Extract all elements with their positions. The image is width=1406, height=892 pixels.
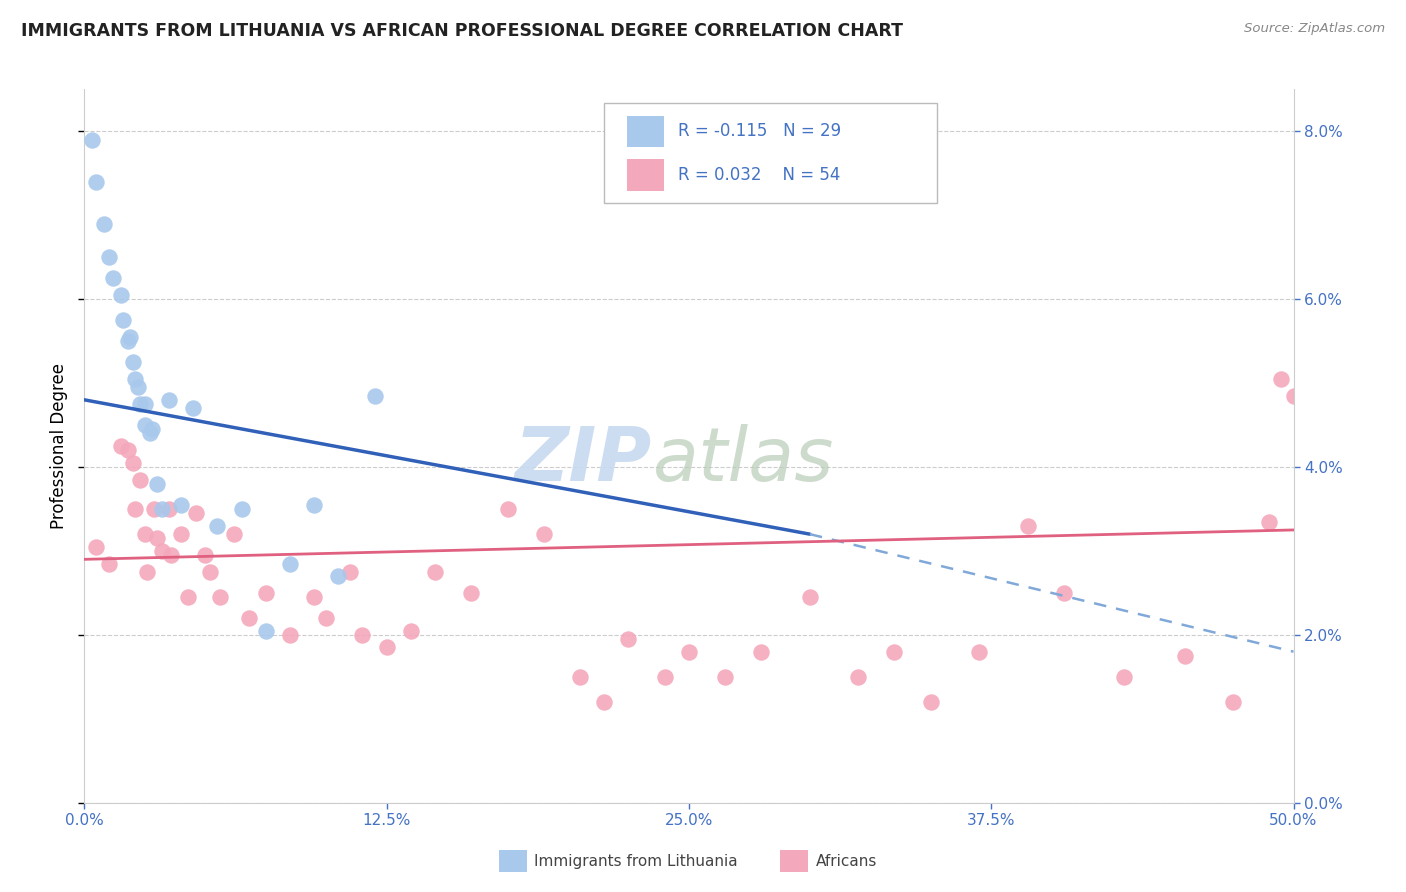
Point — [184, 506, 207, 520]
Point — [138, 426, 160, 441]
Point — [129, 397, 152, 411]
Text: IMMIGRANTS FROM LITHUANIA VS AFRICAN PROFESSIONAL DEGREE CORRELATION CHART: IMMIGRANTS FROM LITHUANIA VS AFRICAN PRO… — [21, 22, 903, 40]
Point — [1282, 389, 1305, 403]
Point — [134, 397, 156, 411]
Point — [194, 548, 217, 562]
Point — [254, 586, 277, 600]
Point — [352, 628, 374, 642]
Point — [117, 334, 139, 348]
Point — [224, 527, 246, 541]
Point — [799, 590, 821, 604]
Point — [678, 645, 700, 659]
Point — [124, 502, 146, 516]
Point — [278, 557, 301, 571]
Point — [496, 502, 519, 516]
Point — [617, 632, 640, 646]
Point — [121, 456, 143, 470]
Point — [170, 527, 193, 541]
Point — [207, 518, 229, 533]
Point — [198, 565, 221, 579]
Point — [1270, 372, 1292, 386]
Point — [127, 380, 149, 394]
Point — [339, 565, 361, 579]
Text: R = 0.032    N = 54: R = 0.032 N = 54 — [678, 166, 841, 184]
Point — [423, 565, 446, 579]
Point — [375, 640, 398, 655]
Point — [112, 313, 135, 327]
Point — [181, 401, 204, 416]
Point — [1174, 648, 1197, 663]
Point — [1053, 586, 1076, 600]
FancyBboxPatch shape — [605, 103, 936, 203]
Point — [254, 624, 277, 638]
Point — [569, 670, 592, 684]
Point — [146, 476, 169, 491]
Text: ZIP: ZIP — [516, 424, 652, 497]
Point — [110, 439, 132, 453]
Point — [124, 372, 146, 386]
Point — [315, 611, 337, 625]
Text: R = -0.115   N = 29: R = -0.115 N = 29 — [678, 122, 841, 140]
Point — [97, 250, 120, 264]
Point — [231, 502, 253, 516]
Point — [86, 540, 108, 554]
Point — [134, 527, 156, 541]
Point — [363, 389, 385, 403]
Point — [150, 502, 173, 516]
Point — [460, 586, 482, 600]
Point — [1222, 695, 1244, 709]
Point — [593, 695, 616, 709]
Point — [160, 548, 183, 562]
Point — [157, 392, 180, 407]
Text: Africans: Africans — [815, 854, 877, 869]
Point — [170, 498, 193, 512]
Point — [150, 544, 173, 558]
Text: atlas: atlas — [652, 425, 834, 496]
Point — [1258, 515, 1281, 529]
Point — [751, 645, 773, 659]
Point — [110, 288, 132, 302]
Bar — [627, 116, 664, 147]
Point — [177, 590, 200, 604]
Point — [208, 590, 231, 604]
Point — [278, 628, 301, 642]
Point — [143, 502, 166, 516]
Point — [97, 557, 120, 571]
Point — [93, 217, 115, 231]
Point — [238, 611, 260, 625]
Point — [1017, 518, 1039, 533]
Point — [1114, 670, 1136, 684]
Point — [328, 569, 350, 583]
Point — [117, 443, 139, 458]
Point — [86, 175, 108, 189]
Y-axis label: Professional Degree: Professional Degree — [49, 363, 67, 529]
Point — [302, 498, 325, 512]
Point — [120, 330, 142, 344]
Point — [141, 422, 163, 436]
Point — [399, 624, 422, 638]
Point — [967, 645, 990, 659]
Point — [129, 473, 152, 487]
Point — [883, 645, 905, 659]
Point — [846, 670, 869, 684]
Point — [146, 532, 169, 546]
Point — [121, 355, 143, 369]
Point — [533, 527, 555, 541]
Point — [302, 590, 325, 604]
Text: Immigrants from Lithuania: Immigrants from Lithuania — [534, 854, 738, 869]
Point — [654, 670, 676, 684]
Point — [157, 502, 180, 516]
Point — [136, 565, 159, 579]
Point — [714, 670, 737, 684]
Point — [103, 271, 125, 285]
Bar — [627, 159, 664, 191]
Point — [920, 695, 942, 709]
Text: Source: ZipAtlas.com: Source: ZipAtlas.com — [1244, 22, 1385, 36]
Point — [134, 417, 156, 432]
Point — [80, 132, 103, 146]
